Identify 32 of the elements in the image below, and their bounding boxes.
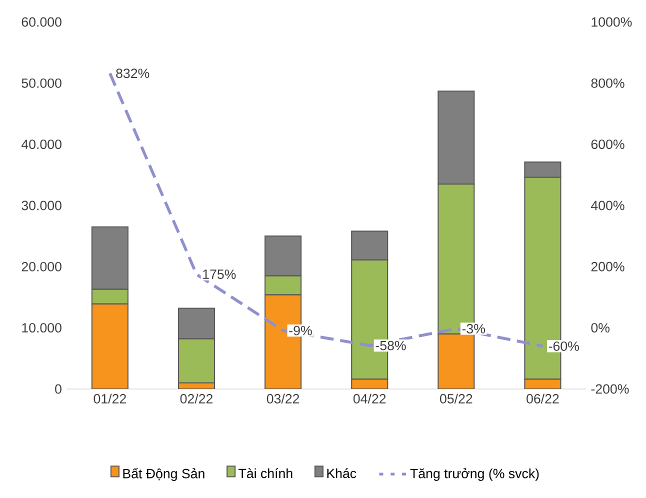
- data-label: -60%: [548, 341, 579, 351]
- x-tick-label: 04/22: [353, 394, 386, 404]
- y2-tick-label: 600%: [591, 140, 624, 150]
- data-label: -58%: [376, 340, 406, 350]
- y2-tick-label: 0%: [591, 323, 610, 333]
- y2-tick-label: 400%: [591, 200, 624, 210]
- y-tick-label: 60.000: [22, 17, 62, 27]
- data-label: -3%: [462, 324, 486, 334]
- legend-label: Khác: [327, 468, 356, 478]
- y-tick-label: 0: [55, 384, 62, 394]
- bar: [91, 303, 128, 389]
- y-tick-label: 30.000: [22, 200, 62, 210]
- x-tick-label: 06/22: [526, 394, 559, 404]
- data-label: -9%: [289, 326, 312, 336]
- y2-tick-label: 200%: [591, 262, 624, 272]
- x-tick-label: 05/22: [440, 394, 472, 404]
- bar: [438, 333, 475, 389]
- y-tick-label: 10.000: [22, 323, 62, 333]
- data-label: 832%: [116, 68, 150, 78]
- legend-label: Tài chính: [238, 468, 292, 478]
- data-label: 175%: [203, 270, 236, 279]
- y2-tick-label: -200%: [591, 384, 629, 394]
- y-tick-label: 40.000: [21, 140, 62, 150]
- y-tick-label: 50.000: [22, 78, 62, 88]
- y2-tick-label: 1000%: [592, 17, 632, 27]
- y-tick-label: 20.000: [22, 262, 62, 272]
- x-tick-label: 02/22: [180, 394, 213, 404]
- y2-tick-label: 800%: [591, 78, 624, 88]
- x-tick-label: 03/22: [266, 394, 300, 404]
- legend-label: Tăng trưởng (% svck): [410, 468, 539, 481]
- legend-label: Bất Động Sản: [123, 468, 204, 481]
- x-tick-label: 01/22: [94, 394, 126, 404]
